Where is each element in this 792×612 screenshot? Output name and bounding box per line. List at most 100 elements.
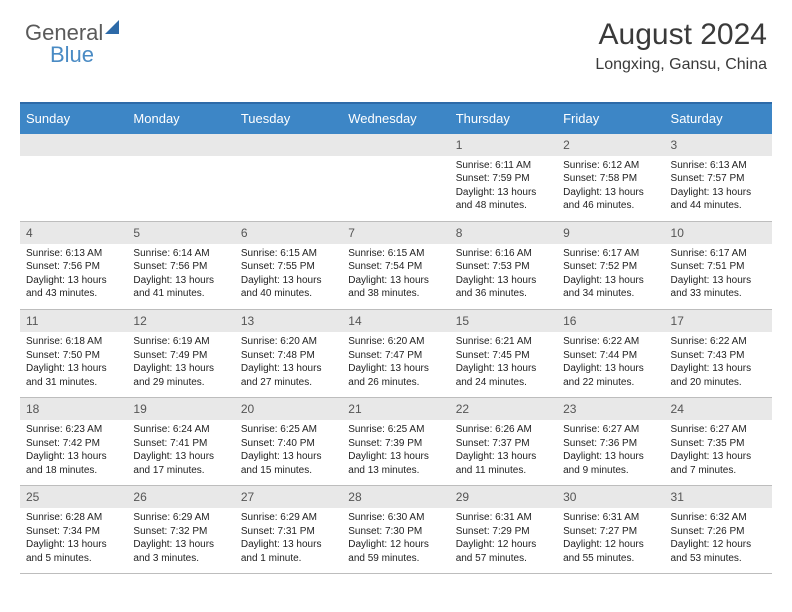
sunset-text: Sunset: 7:50 PM xyxy=(26,349,121,363)
day-details-cell: Sunrise: 6:21 AMSunset: 7:45 PMDaylight:… xyxy=(450,332,557,397)
sunrise-text: Sunrise: 6:19 AM xyxy=(133,335,228,349)
day-number-cell: 8 xyxy=(450,222,557,244)
day-details-cell: Sunrise: 6:19 AMSunset: 7:49 PMDaylight:… xyxy=(127,332,234,397)
day-number-cell: 14 xyxy=(342,310,449,332)
sunrise-text: Sunrise: 6:31 AM xyxy=(563,511,658,525)
sunset-text: Sunset: 7:57 PM xyxy=(671,172,766,186)
day-details-cell: Sunrise: 6:28 AMSunset: 7:34 PMDaylight:… xyxy=(20,508,127,573)
day-number-cell: 29 xyxy=(450,486,557,508)
daylight-text: Daylight: 13 hours and 40 minutes. xyxy=(241,274,336,301)
weekday-header: Tuesday xyxy=(235,104,342,134)
sunset-text: Sunset: 7:49 PM xyxy=(133,349,228,363)
day-details-cell xyxy=(235,156,342,221)
day-number-cell: 27 xyxy=(235,486,342,508)
daylight-text: Daylight: 13 hours and 3 minutes. xyxy=(133,538,228,565)
sunrise-text: Sunrise: 6:29 AM xyxy=(241,511,336,525)
week-row: 45678910Sunrise: 6:13 AMSunset: 7:56 PMD… xyxy=(20,222,772,310)
daylight-text: Daylight: 13 hours and 33 minutes. xyxy=(671,274,766,301)
day-details-cell: Sunrise: 6:15 AMSunset: 7:54 PMDaylight:… xyxy=(342,244,449,309)
sunset-text: Sunset: 7:42 PM xyxy=(26,437,121,451)
daylight-text: Daylight: 13 hours and 9 minutes. xyxy=(563,450,658,477)
sunrise-text: Sunrise: 6:22 AM xyxy=(671,335,766,349)
sunset-text: Sunset: 7:48 PM xyxy=(241,349,336,363)
daylight-text: Daylight: 12 hours and 59 minutes. xyxy=(348,538,443,565)
day-details-cell: Sunrise: 6:13 AMSunset: 7:56 PMDaylight:… xyxy=(20,244,127,309)
sunset-text: Sunset: 7:52 PM xyxy=(563,260,658,274)
sunset-text: Sunset: 7:36 PM xyxy=(563,437,658,451)
details-band: Sunrise: 6:23 AMSunset: 7:42 PMDaylight:… xyxy=(20,420,772,485)
day-number-cell: 21 xyxy=(342,398,449,420)
daynum-band: 11121314151617 xyxy=(20,310,772,332)
location: Longxing, Gansu, China xyxy=(595,56,767,74)
day-details-cell xyxy=(127,156,234,221)
day-number-cell: 31 xyxy=(665,486,772,508)
day-number-cell: 2 xyxy=(557,134,664,156)
day-number-cell: 26 xyxy=(127,486,234,508)
logo-triangle-icon xyxy=(105,20,119,34)
weekday-header-row: SundayMondayTuesdayWednesdayThursdayFrid… xyxy=(20,104,772,134)
daylight-text: Daylight: 13 hours and 36 minutes. xyxy=(456,274,551,301)
day-details-cell: Sunrise: 6:24 AMSunset: 7:41 PMDaylight:… xyxy=(127,420,234,485)
week-row: 25262728293031Sunrise: 6:28 AMSunset: 7:… xyxy=(20,486,772,574)
day-details-cell: Sunrise: 6:12 AMSunset: 7:58 PMDaylight:… xyxy=(557,156,664,221)
day-number-cell: 7 xyxy=(342,222,449,244)
sunset-text: Sunset: 7:54 PM xyxy=(348,260,443,274)
daylight-text: Daylight: 13 hours and 26 minutes. xyxy=(348,362,443,389)
day-details-cell: Sunrise: 6:17 AMSunset: 7:51 PMDaylight:… xyxy=(665,244,772,309)
day-number-cell: 23 xyxy=(557,398,664,420)
sunset-text: Sunset: 7:47 PM xyxy=(348,349,443,363)
sunrise-text: Sunrise: 6:17 AM xyxy=(563,247,658,261)
day-number-cell: 22 xyxy=(450,398,557,420)
day-details-cell: Sunrise: 6:32 AMSunset: 7:26 PMDaylight:… xyxy=(665,508,772,573)
day-details-cell: Sunrise: 6:13 AMSunset: 7:57 PMDaylight:… xyxy=(665,156,772,221)
sunrise-text: Sunrise: 6:31 AM xyxy=(456,511,551,525)
day-details-cell: Sunrise: 6:31 AMSunset: 7:27 PMDaylight:… xyxy=(557,508,664,573)
daylight-text: Daylight: 13 hours and 20 minutes. xyxy=(671,362,766,389)
sunset-text: Sunset: 7:30 PM xyxy=(348,525,443,539)
daylight-text: Daylight: 13 hours and 43 minutes. xyxy=(26,274,121,301)
sunrise-text: Sunrise: 6:25 AM xyxy=(241,423,336,437)
daylight-text: Daylight: 13 hours and 11 minutes. xyxy=(456,450,551,477)
sunset-text: Sunset: 7:53 PM xyxy=(456,260,551,274)
sunset-text: Sunset: 7:29 PM xyxy=(456,525,551,539)
daynum-band: 123 xyxy=(20,134,772,156)
day-details-cell: Sunrise: 6:22 AMSunset: 7:44 PMDaylight:… xyxy=(557,332,664,397)
day-number-cell xyxy=(235,134,342,156)
sunrise-text: Sunrise: 6:27 AM xyxy=(671,423,766,437)
day-details-cell: Sunrise: 6:16 AMSunset: 7:53 PMDaylight:… xyxy=(450,244,557,309)
day-details-cell: Sunrise: 6:29 AMSunset: 7:31 PMDaylight:… xyxy=(235,508,342,573)
details-band: Sunrise: 6:13 AMSunset: 7:56 PMDaylight:… xyxy=(20,244,772,309)
daylight-text: Daylight: 12 hours and 53 minutes. xyxy=(671,538,766,565)
day-number-cell xyxy=(20,134,127,156)
sunset-text: Sunset: 7:27 PM xyxy=(563,525,658,539)
daylight-text: Daylight: 13 hours and 31 minutes. xyxy=(26,362,121,389)
daylight-text: Daylight: 13 hours and 29 minutes. xyxy=(133,362,228,389)
sunrise-text: Sunrise: 6:11 AM xyxy=(456,159,551,173)
sunset-text: Sunset: 7:35 PM xyxy=(671,437,766,451)
day-details-cell: Sunrise: 6:20 AMSunset: 7:47 PMDaylight:… xyxy=(342,332,449,397)
daylight-text: Daylight: 13 hours and 22 minutes. xyxy=(563,362,658,389)
details-band: Sunrise: 6:11 AMSunset: 7:59 PMDaylight:… xyxy=(20,156,772,221)
sunset-text: Sunset: 7:34 PM xyxy=(26,525,121,539)
sunrise-text: Sunrise: 6:30 AM xyxy=(348,511,443,525)
day-number-cell: 6 xyxy=(235,222,342,244)
day-details-cell: Sunrise: 6:15 AMSunset: 7:55 PMDaylight:… xyxy=(235,244,342,309)
day-number-cell: 11 xyxy=(20,310,127,332)
day-number-cell: 9 xyxy=(557,222,664,244)
sunrise-text: Sunrise: 6:13 AM xyxy=(671,159,766,173)
day-details-cell: Sunrise: 6:30 AMSunset: 7:30 PMDaylight:… xyxy=(342,508,449,573)
sunset-text: Sunset: 7:37 PM xyxy=(456,437,551,451)
daylight-text: Daylight: 13 hours and 24 minutes. xyxy=(456,362,551,389)
day-details-cell: Sunrise: 6:27 AMSunset: 7:36 PMDaylight:… xyxy=(557,420,664,485)
daylight-text: Daylight: 13 hours and 1 minute. xyxy=(241,538,336,565)
sunrise-text: Sunrise: 6:15 AM xyxy=(241,247,336,261)
sunrise-text: Sunrise: 6:12 AM xyxy=(563,159,658,173)
logo-text-2: Blue xyxy=(50,42,94,67)
day-number-cell: 1 xyxy=(450,134,557,156)
weekday-header: Sunday xyxy=(20,104,127,134)
day-details-cell: Sunrise: 6:29 AMSunset: 7:32 PMDaylight:… xyxy=(127,508,234,573)
sunset-text: Sunset: 7:59 PM xyxy=(456,172,551,186)
week-row: 11121314151617Sunrise: 6:18 AMSunset: 7:… xyxy=(20,310,772,398)
day-details-cell: Sunrise: 6:22 AMSunset: 7:43 PMDaylight:… xyxy=(665,332,772,397)
sunset-text: Sunset: 7:39 PM xyxy=(348,437,443,451)
